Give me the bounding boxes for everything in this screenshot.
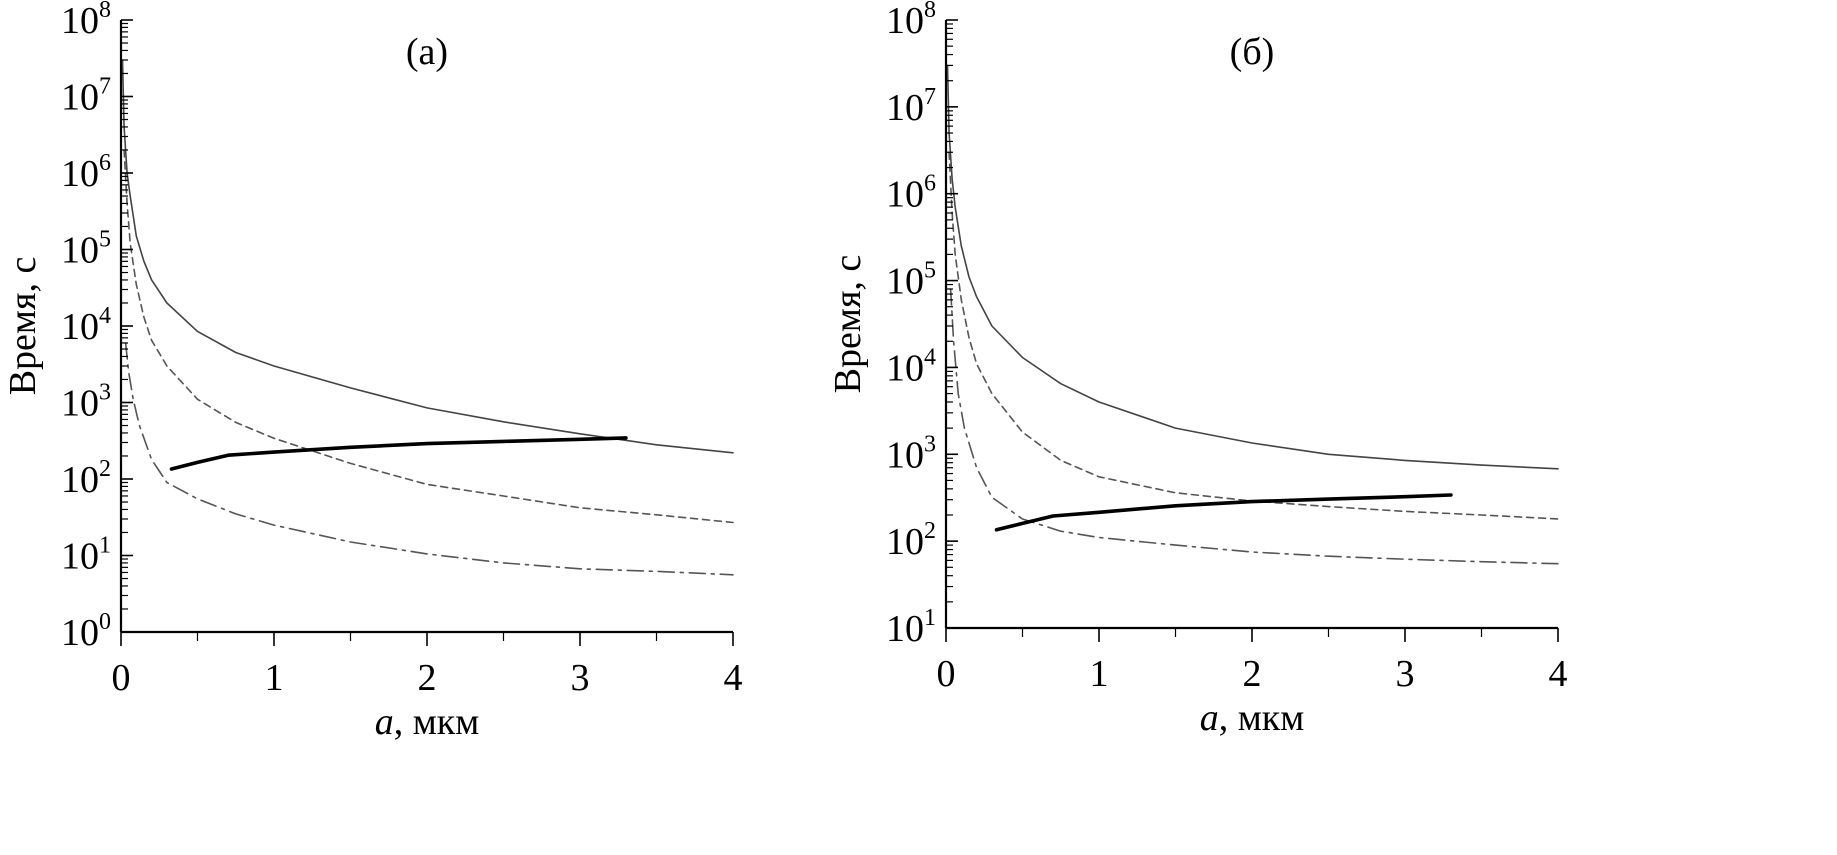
x-tick-label-b: 1 <box>1090 653 1109 695</box>
series-layer-a <box>121 59 734 576</box>
series-layer-b <box>946 64 1559 565</box>
y-tick-label-b: 106 <box>886 171 936 216</box>
series-line-b-3 <box>949 288 1559 565</box>
series-line-b-1 <box>946 64 1559 470</box>
x-tick-label-b: 2 <box>1243 653 1262 695</box>
x-axis-title-b: a, мкм <box>1200 697 1305 739</box>
series-line-a-1 <box>121 59 734 454</box>
panel-label-b: (б) <box>1230 31 1275 73</box>
panel-label-a: (а) <box>406 31 448 73</box>
y-tick-label-a: 107 <box>61 74 111 119</box>
y-tick-label-b: 108 <box>886 0 936 42</box>
y-tick-label-a: 100 <box>61 609 111 654</box>
x-axis-title-italic-b: a <box>1200 697 1219 739</box>
y-axis-title-a: Время, с <box>2 257 44 396</box>
y-tick-label-b: 104 <box>886 344 936 389</box>
axes-b: 101 102 103 104 105 106 107 108 0 1 2 3 4 <box>886 0 1568 695</box>
y-tick-label-a: 102 <box>61 456 111 501</box>
series-line-b-2 <box>948 151 1559 520</box>
x-tick-label-a: 1 <box>265 657 284 699</box>
x-tick-label-b: 3 <box>1396 653 1415 695</box>
chart-panel-a: 100 101 102 103 104 105 106 107 108 0 1 2 3 4 (а) a, … <box>2 0 743 743</box>
y-tick-label-b: 105 <box>886 258 936 303</box>
y-tick-label-b: 103 <box>886 431 936 476</box>
series-line-b-4 <box>994 493 1453 532</box>
chart-panel-b: 101 102 103 104 105 106 107 108 0 1 2 3 4 (б) a, мкм… <box>827 0 1568 739</box>
x-tick-label-a: 2 <box>418 657 437 699</box>
x-tick-label-a: 4 <box>724 657 743 699</box>
y-tick-label-b: 107 <box>886 84 936 129</box>
series-line-a-3 <box>124 342 734 576</box>
y-tick-label-a: 106 <box>61 150 111 195</box>
x-axis-title-unit-a: , мкм <box>394 701 480 743</box>
y-tick-label-a: 105 <box>61 227 111 272</box>
x-axis-title-italic-a: a <box>375 701 394 743</box>
y-tick-label-a: 108 <box>61 0 111 42</box>
axes-a: 100 101 102 103 104 105 106 107 108 0 1 2 3 4 <box>61 0 743 699</box>
y-tick-label-b: 102 <box>886 518 936 563</box>
x-axis-title-a: a, мкм <box>375 701 480 743</box>
y-axis-title-b: Время, с <box>827 255 869 394</box>
x-tick-label-b: 4 <box>1549 653 1568 695</box>
y-tick-label-a: 101 <box>61 533 111 578</box>
x-axis-title-unit-b: , мкм <box>1219 697 1305 739</box>
series-line-a-4 <box>169 436 628 471</box>
series-line-a-2 <box>123 149 734 524</box>
y-tick-label-a: 103 <box>61 380 111 425</box>
x-tick-label-b: 0 <box>937 653 956 695</box>
x-tick-label-a: 0 <box>112 657 131 699</box>
y-tick-label-a: 104 <box>61 303 111 348</box>
x-tick-label-a: 3 <box>571 657 590 699</box>
y-tick-label-b: 101 <box>886 605 936 650</box>
